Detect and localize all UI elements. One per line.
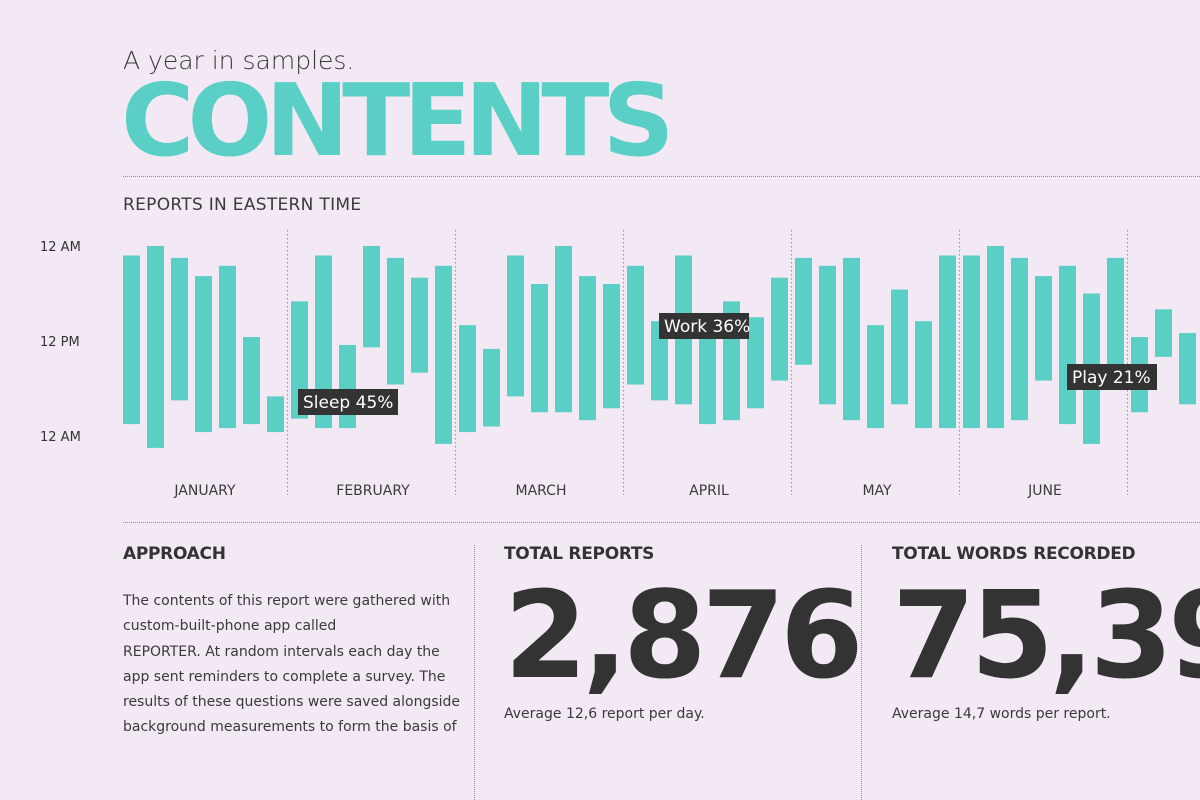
approach-line: background measurements to form the basi… xyxy=(123,719,457,736)
month-label: MAY xyxy=(862,483,892,499)
total-words-value: 75,39 xyxy=(892,567,1200,706)
bar xyxy=(195,276,212,433)
bar xyxy=(939,255,956,429)
bar xyxy=(1155,309,1172,357)
annotation-tag-bg xyxy=(298,389,398,415)
bar xyxy=(171,257,188,401)
approach-line: custom-built-phone app called xyxy=(123,618,337,635)
column-divider xyxy=(474,545,475,800)
month-label: JANUARY xyxy=(173,483,236,499)
bar xyxy=(843,257,860,421)
month-label: JUNE xyxy=(1027,483,1062,499)
month-label: APRIL xyxy=(689,483,729,499)
bar xyxy=(1107,257,1124,369)
bar xyxy=(483,348,500,427)
bar xyxy=(411,277,428,373)
bar xyxy=(1011,257,1028,421)
bar xyxy=(963,255,980,429)
bar xyxy=(627,265,644,385)
bar xyxy=(747,317,764,409)
approach-text: The contents of this report were gathere… xyxy=(123,589,461,741)
total-reports-value: 2,876 xyxy=(504,567,864,706)
bar xyxy=(1059,265,1076,425)
timeline-chart: 12 AM 12 PM 12 AM JANUARY FEBRUARY MARCH APRIL… xyxy=(40,230,1196,499)
bar xyxy=(891,289,908,405)
bar xyxy=(435,265,452,444)
bar xyxy=(387,257,404,385)
bar xyxy=(603,284,620,409)
bar xyxy=(1035,276,1052,381)
bottom-divider xyxy=(123,522,1200,523)
chart-title: REPORTS IN EASTERN TIME xyxy=(123,195,362,215)
page-subtitle: A year in samples. xyxy=(123,46,355,75)
bar xyxy=(795,257,812,365)
top-divider xyxy=(123,176,1200,177)
approach-line: app sent reminders to complete a survey.… xyxy=(123,668,446,685)
annotation-tag: Play 21% xyxy=(1067,364,1157,390)
approach-line: REPORTER. At random intervals each day t… xyxy=(123,643,440,660)
bar xyxy=(915,321,932,429)
bar xyxy=(867,325,884,429)
bar xyxy=(339,344,356,429)
annotation-label: Play 21% xyxy=(1072,368,1151,388)
total-words-title: TOTAL WORDS RECORDED xyxy=(892,544,1136,564)
bar xyxy=(699,333,716,425)
bar xyxy=(531,284,548,413)
y-tick-label: 12 PM xyxy=(40,335,80,350)
approach-title: APPROACH xyxy=(123,544,226,564)
bar xyxy=(315,255,332,429)
total-words-note: Average 14,7 words per report. xyxy=(892,706,1111,722)
annotation-tag-bg xyxy=(1067,364,1157,390)
bar xyxy=(507,255,524,397)
total-reports-title: TOTAL REPORTS xyxy=(504,544,655,564)
bar xyxy=(267,396,284,433)
bar xyxy=(363,246,380,348)
y-tick-label: 12 AM xyxy=(40,240,81,255)
bar xyxy=(555,246,572,413)
column-divider xyxy=(861,545,862,800)
y-tick-label: 12 AM xyxy=(40,430,81,445)
approach-line: The contents of this report were gathere… xyxy=(123,593,451,609)
bar xyxy=(987,246,1004,429)
bar xyxy=(459,325,476,433)
month-label: FEBRUARY xyxy=(336,483,410,499)
bar xyxy=(1179,333,1196,405)
annotation-label: Sleep 45% xyxy=(303,393,393,413)
bar xyxy=(219,265,236,429)
annotation-tag: Work 36% xyxy=(659,313,750,339)
page-title: CONTENTS xyxy=(121,62,675,179)
total-reports-note: Average 12,6 report per day. xyxy=(504,706,705,722)
bar xyxy=(123,255,140,425)
bar xyxy=(819,265,836,405)
annotation-label: Work 36% xyxy=(664,317,750,337)
bar xyxy=(651,321,668,401)
month-label: MARCH xyxy=(516,483,567,499)
annotation-tag-bg xyxy=(659,313,749,339)
bar xyxy=(771,277,788,381)
annotation-tag: Sleep 45% xyxy=(298,389,398,415)
bar xyxy=(579,276,596,421)
bar xyxy=(243,337,260,425)
approach-line: results of these questions were saved al… xyxy=(123,694,461,711)
bar xyxy=(147,246,164,448)
